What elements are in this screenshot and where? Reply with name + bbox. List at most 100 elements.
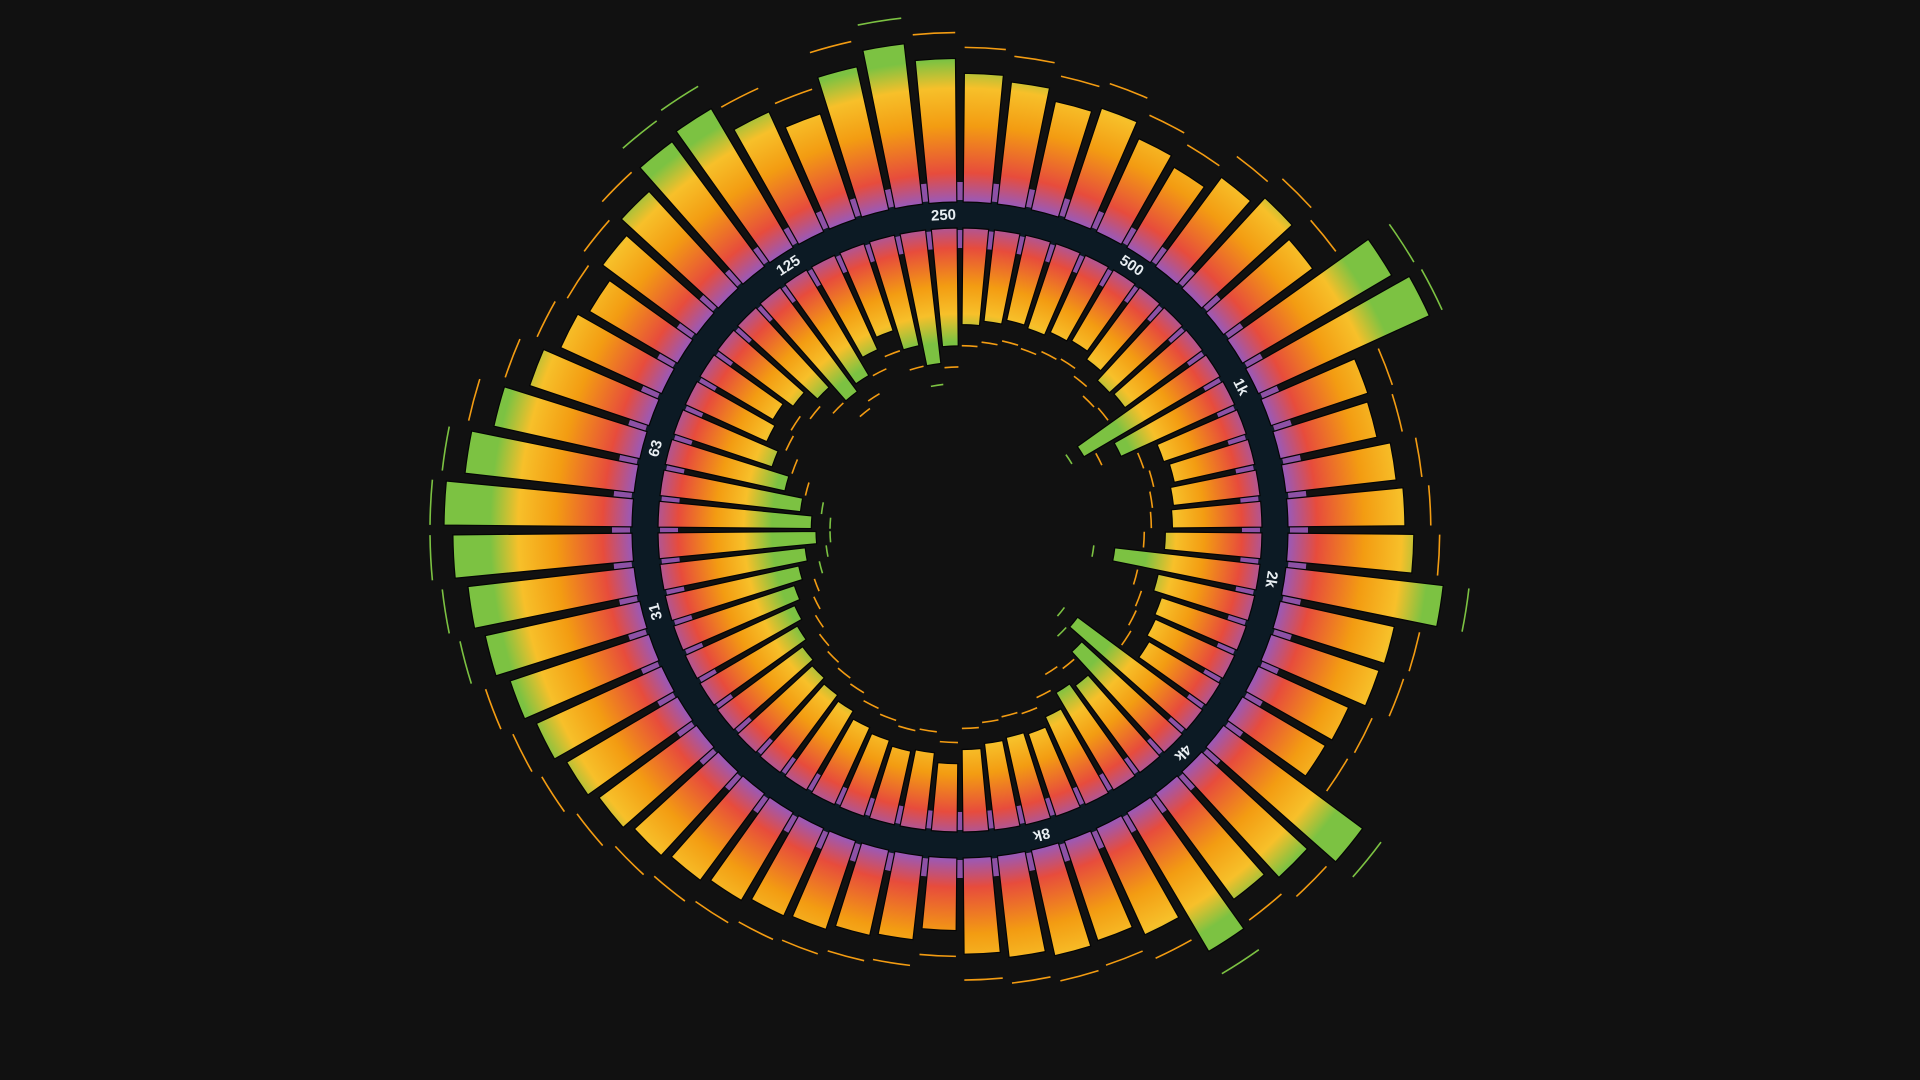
- inner-bar: [657, 530, 818, 560]
- outer-peak-marker: [429, 535, 434, 581]
- inner-peak-marker: [1091, 545, 1095, 557]
- inner-bar: [983, 229, 1021, 325]
- inner-peak-marker: [829, 531, 832, 543]
- inner-bar: [672, 584, 801, 651]
- inner-peak-marker: [832, 402, 844, 414]
- outer-bar: [452, 532, 635, 579]
- inner-bar: [868, 745, 912, 826]
- inner-bar: [961, 747, 990, 833]
- core-glow-outer: [612, 182, 1308, 878]
- inner-bar: [784, 700, 855, 791]
- outer-peak-marker: [1427, 485, 1432, 526]
- inner-peak-marker: [829, 517, 832, 529]
- inner-bar: [1169, 469, 1261, 507]
- inner-bar: [1170, 500, 1263, 529]
- inner-bar: [659, 547, 809, 591]
- outer-bar: [467, 566, 640, 630]
- inner-bar: [664, 565, 804, 622]
- inner-bar: [759, 683, 839, 774]
- outer-bar: [921, 855, 958, 932]
- inner-peak-marker: [1056, 606, 1066, 617]
- inner-peak-marker: [944, 366, 959, 369]
- inner-bar: [1074, 674, 1161, 774]
- inner-peak-marker: [809, 405, 821, 420]
- inner-bar: [784, 269, 870, 385]
- outer-bar: [1260, 633, 1380, 707]
- outer-peak-marker: [1414, 437, 1423, 478]
- inner-bar: [699, 625, 808, 706]
- outer-bar: [620, 190, 740, 310]
- inner-bar: [659, 469, 804, 513]
- outer-bar: [509, 633, 660, 720]
- outer-peak-marker: [576, 813, 604, 847]
- outer-peak-marker: [964, 977, 1003, 981]
- outer-peak-marker: [1060, 75, 1100, 88]
- inner-peak-marker: [981, 341, 998, 346]
- outer-peak-marker: [484, 688, 502, 730]
- outer-peak-marker: [459, 641, 473, 684]
- outer-bar: [962, 72, 1005, 205]
- inner-peak-marker: [884, 350, 901, 358]
- outer-bar: [877, 850, 924, 941]
- inner-bar: [961, 227, 990, 327]
- outer-peak-marker: [695, 900, 729, 924]
- frequency-label: 2k: [1261, 570, 1281, 590]
- inner-peak-marker: [930, 383, 944, 388]
- outer-bar: [559, 313, 676, 395]
- inner-bar: [699, 354, 784, 421]
- inner-peak-marker: [825, 545, 829, 557]
- outer-bar: [1154, 176, 1252, 285]
- inner-peak-marker: [1132, 569, 1139, 585]
- outer-peak-marker: [1149, 114, 1185, 134]
- inner-peak-marker: [898, 725, 916, 732]
- inner-peak-marker: [1020, 347, 1037, 356]
- outer-peak-marker: [429, 479, 434, 525]
- inner-bar: [1152, 573, 1256, 622]
- outer-peak-marker: [1155, 939, 1192, 959]
- outer-peak-marker: [536, 301, 556, 338]
- inner-bar: [1146, 618, 1236, 680]
- inner-peak-marker: [982, 719, 999, 724]
- inner-bar: [759, 286, 859, 402]
- outer-peak-marker: [504, 338, 521, 378]
- outer-peak-marker: [660, 85, 699, 111]
- core-ring: [630, 200, 1290, 860]
- outer-peak-marker: [566, 265, 590, 299]
- outer-bar: [493, 386, 648, 460]
- inner-peak-marker: [1060, 358, 1076, 370]
- inner-peak-marker: [785, 435, 795, 451]
- outer-peak-marker: [774, 88, 813, 105]
- inner-peak-marker: [961, 726, 979, 730]
- inner-peak-marker: [849, 683, 865, 694]
- inner-bar: [1113, 329, 1204, 409]
- inner-bar: [1163, 531, 1263, 560]
- inner-peak-marker: [1097, 407, 1109, 421]
- outer-peak-marker: [1014, 55, 1055, 64]
- inner-peak-marker: [1148, 470, 1155, 488]
- outer-peak-marker: [441, 426, 451, 471]
- outer-peak-marker: [1105, 950, 1143, 966]
- inner-bar: [1076, 354, 1221, 458]
- inner-peak-marker: [813, 578, 820, 592]
- outer-bar: [1030, 100, 1093, 218]
- outer-peak-marker: [1221, 949, 1260, 975]
- inner-peak-marker: [1073, 375, 1088, 388]
- outer-peak-marker: [857, 17, 902, 26]
- core-glow-inner: [660, 230, 1260, 830]
- outer-peak-marker: [1060, 969, 1099, 982]
- inner-bar: [1111, 547, 1261, 591]
- outer-bar: [996, 850, 1047, 959]
- inner-peak-marker: [1120, 630, 1132, 646]
- outer-peak-marker: [541, 776, 566, 813]
- outer-bar: [1285, 487, 1406, 528]
- inner-bar: [1137, 640, 1221, 706]
- inner-peak-marker: [961, 344, 978, 348]
- outer-bar: [784, 113, 857, 230]
- outer-peak-marker: [964, 46, 1006, 51]
- inner-peak-marker: [1001, 340, 1019, 346]
- outer-bar: [1180, 196, 1294, 310]
- outer-peak-marker: [912, 31, 956, 36]
- outer-bar: [1272, 600, 1396, 665]
- outer-bar: [1205, 724, 1364, 863]
- outer-peak-marker: [1325, 758, 1349, 792]
